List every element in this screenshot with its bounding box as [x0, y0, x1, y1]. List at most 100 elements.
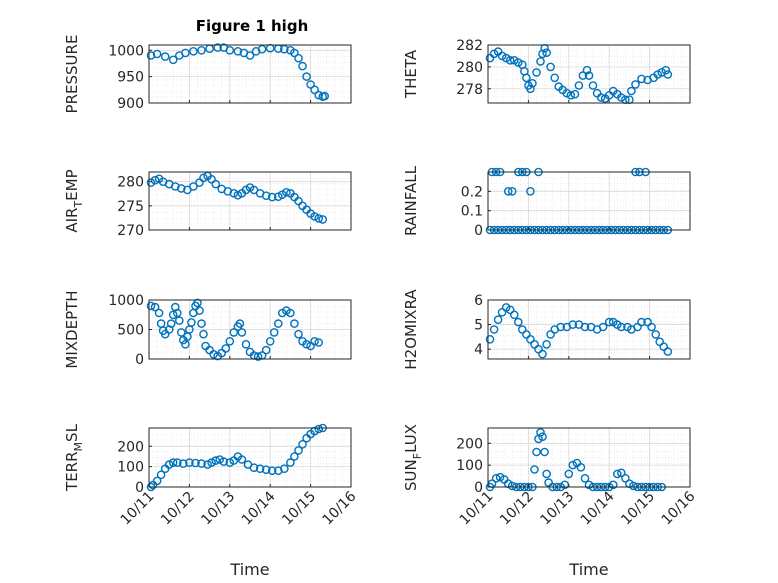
x-tick-label: 10/12: [497, 489, 537, 529]
data-point: [536, 428, 545, 437]
data-point: [540, 447, 549, 457]
data-point: [582, 65, 592, 75]
data-point: [526, 186, 535, 196]
data-point: [566, 91, 576, 100]
data-point: [532, 68, 541, 77]
x-tick-label: 10/12: [158, 489, 198, 529]
data-point: [178, 459, 188, 468]
data-point: [651, 330, 661, 339]
subplot-rainfall: 0 0.1 0.2 RAINFALL: [402, 165, 691, 239]
data-point: [550, 73, 560, 83]
data-point: [166, 319, 176, 328]
data-point: [507, 481, 517, 491]
subplot-theta: 278 280 282 THETA: [402, 38, 691, 104]
data-point: [538, 349, 547, 359]
data-point: [546, 330, 555, 339]
data-point: [318, 215, 328, 224]
y-tick-label: 280: [117, 175, 144, 191]
y-tick-label: 0: [474, 223, 483, 239]
data-point: [203, 460, 212, 469]
data-series: [146, 171, 328, 224]
x-tick-label: 10/14: [239, 488, 279, 528]
subplot-h2omixra: 4 5 6 H2OMIXRA: [402, 289, 691, 370]
data-point: [580, 473, 590, 483]
data-point: [302, 72, 311, 81]
y-tick-label: 6: [474, 293, 483, 309]
data-point: [627, 86, 636, 96]
data-point: [542, 469, 551, 479]
data-point: [255, 464, 265, 474]
data-point: [170, 302, 180, 312]
data-point: [514, 317, 523, 327]
data-point: [310, 85, 319, 95]
data-point: [225, 336, 235, 346]
data-point: [485, 334, 495, 344]
data-point: [199, 329, 208, 339]
data-point: [647, 322, 656, 332]
data-point: [564, 469, 574, 479]
data-point: [290, 452, 299, 461]
data-point: [197, 46, 206, 55]
grid: [487, 171, 691, 231]
data-point: [526, 334, 535, 344]
y-tick-label: 1000: [108, 293, 144, 309]
data-point: [189, 47, 198, 56]
data-point: [156, 470, 166, 480]
data-point: [229, 328, 239, 337]
x-tick-label: 10/13: [537, 489, 577, 529]
data-point: [663, 70, 673, 79]
data-point: [536, 57, 545, 66]
data-point: [314, 214, 324, 223]
data-point: [181, 339, 190, 349]
data-point: [174, 316, 184, 325]
data-point: [580, 322, 590, 332]
data-point: [279, 44, 289, 54]
data-point: [507, 186, 517, 196]
axes-box: [487, 44, 691, 104]
data-point: [290, 319, 299, 328]
data-point: [164, 325, 174, 334]
data-point: [617, 93, 626, 102]
y-tick-label: 900: [117, 96, 144, 112]
data-point: [176, 184, 186, 193]
y-axis-label: AIRTEMP: [63, 169, 85, 232]
data-point: [574, 81, 584, 90]
data-point: [261, 465, 271, 475]
data-point: [207, 458, 216, 467]
data-point: [661, 65, 671, 75]
data-point: [509, 310, 519, 320]
data-point: [503, 186, 513, 196]
y-axis-label: SUNFLUX: [402, 424, 424, 491]
data-point: [314, 90, 324, 100]
data-point: [189, 182, 198, 191]
data-point: [168, 458, 178, 467]
axes-box: [148, 44, 352, 104]
data-point: [568, 460, 578, 470]
y-tick-label: 100: [117, 460, 144, 476]
data-point: [294, 329, 303, 339]
subplot-pressure: 900 950 1000 PRESSURE: [63, 35, 352, 114]
data-point: [497, 51, 507, 61]
y-tick-label: 278: [456, 82, 483, 98]
y-axis-label: TERRMSL: [63, 423, 85, 492]
y-axis-label: PRESSURE: [63, 35, 81, 114]
y-axis-label: MIXDEPTH: [63, 290, 81, 368]
data-point: [310, 212, 319, 221]
y-tick-label: 0.1: [461, 204, 483, 220]
data-point: [286, 458, 295, 467]
data-point: [146, 51, 156, 60]
data-series: [146, 423, 328, 492]
data-point: [181, 48, 190, 58]
data-point: [538, 49, 547, 59]
data-point: [261, 345, 271, 355]
data-point: [249, 463, 259, 473]
data-point: [314, 338, 324, 347]
y-tick-label: 5: [474, 318, 483, 334]
data-point: [282, 187, 291, 197]
data-point: [267, 466, 277, 476]
y-tick-label: 270: [117, 223, 144, 239]
data-point: [269, 328, 279, 337]
data-point: [518, 325, 527, 334]
data-point: [211, 456, 220, 465]
